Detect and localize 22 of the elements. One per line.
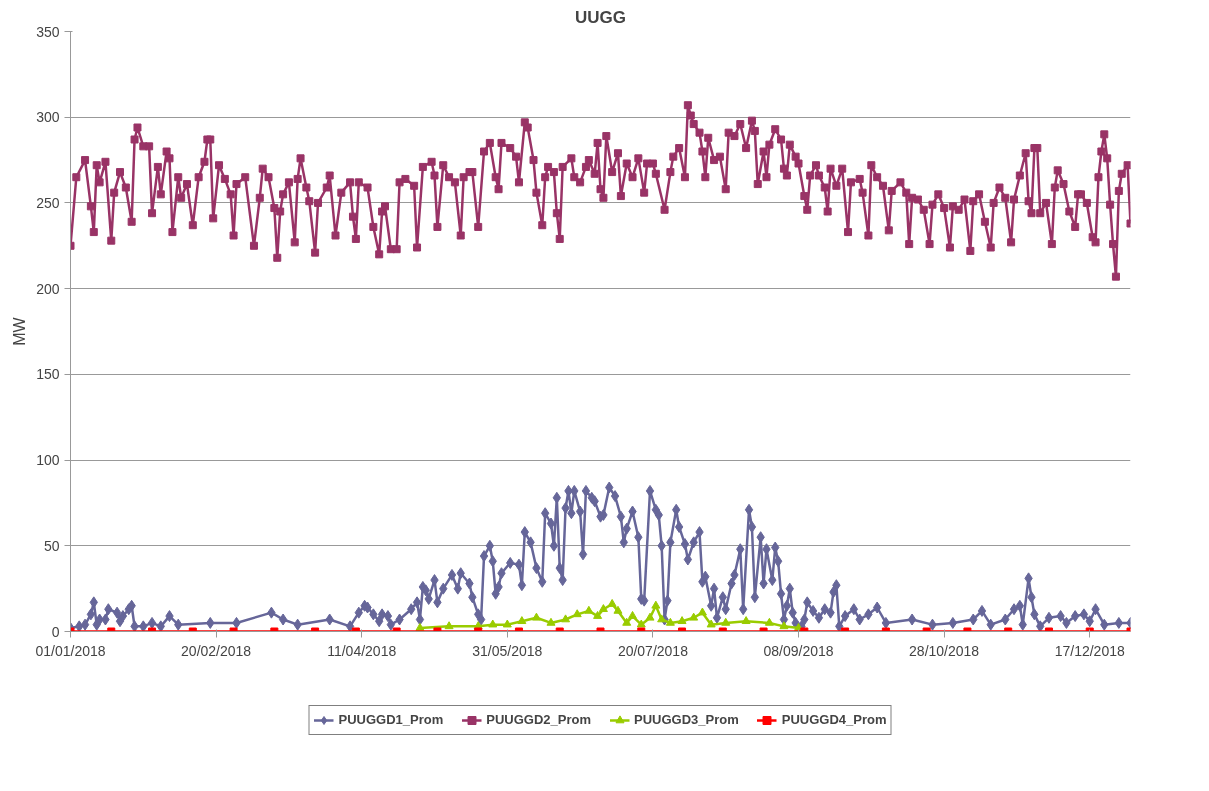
x-tick-label: 20/07/2018 bbox=[617, 642, 689, 659]
x-tick-label: 31/05/2018 bbox=[472, 642, 543, 659]
x-tick-label: 08/09/2018 bbox=[763, 642, 834, 659]
y-tick-label: 250 bbox=[36, 194, 60, 211]
legend-label: PUUGGD3_Prom bbox=[634, 712, 739, 727]
y-tick-label: 150 bbox=[36, 366, 60, 383]
x-tick-label: 28/10/2018 bbox=[909, 642, 980, 659]
y-axis-title: MW bbox=[11, 316, 29, 346]
y-tick-label: 350 bbox=[36, 23, 60, 40]
y-tick-label: 0 bbox=[51, 623, 60, 640]
y-tick-label: 300 bbox=[36, 109, 60, 126]
y-tick-label: 100 bbox=[36, 452, 60, 469]
x-tick-label: 20/02/2018 bbox=[181, 642, 252, 659]
x-tick-label: 17/12/2018 bbox=[1054, 642, 1125, 659]
legend-label: PUUGGD4_Prom bbox=[781, 712, 887, 727]
x-tick-label: 11/04/2018 bbox=[327, 642, 397, 659]
legend-label: PUUGGD2_Prom bbox=[486, 712, 591, 727]
y-tick-label: 200 bbox=[36, 280, 60, 297]
y-tick-label: 50 bbox=[43, 537, 60, 554]
chart-title: UUGG bbox=[575, 7, 626, 27]
x-tick-label: 01/01/2018 bbox=[35, 642, 106, 659]
legend-label: PUUGGD1_Prom bbox=[338, 712, 444, 727]
